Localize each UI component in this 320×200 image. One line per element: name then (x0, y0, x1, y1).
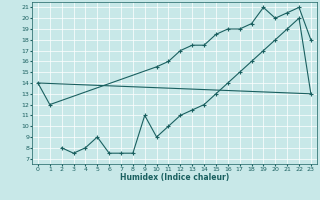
X-axis label: Humidex (Indice chaleur): Humidex (Indice chaleur) (120, 173, 229, 182)
